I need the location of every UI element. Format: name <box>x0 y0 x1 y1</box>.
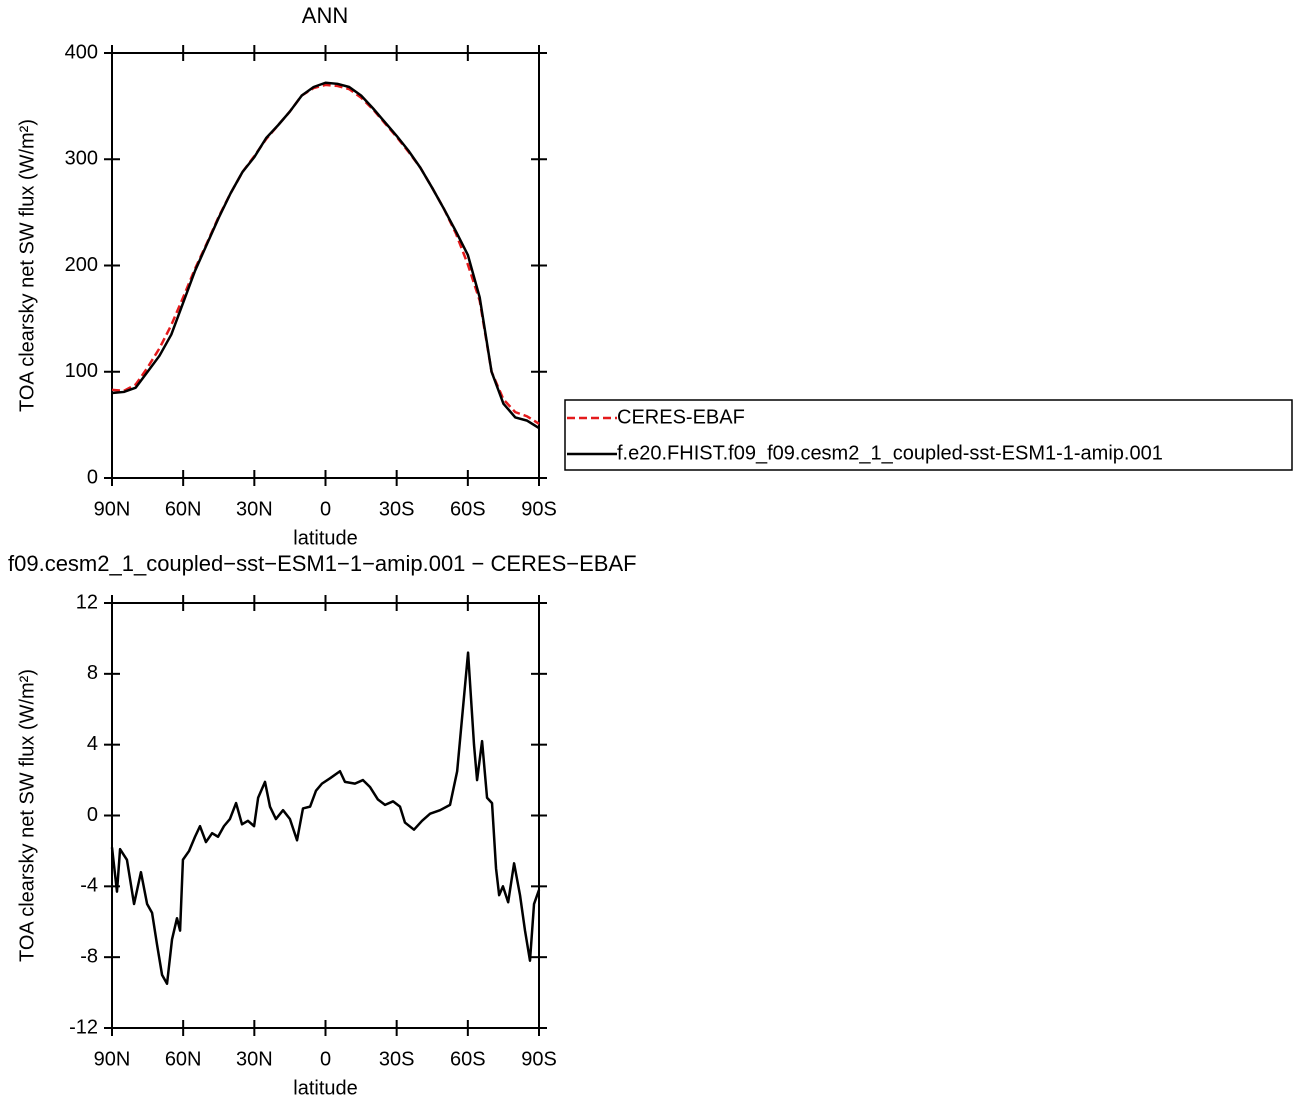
x-tick-label: 60S <box>450 498 486 520</box>
y-tick-label: -12 <box>69 1016 98 1038</box>
x-tick-label: 90S <box>521 1048 557 1070</box>
x-tick-label: 60S <box>450 1048 486 1070</box>
y-tick-label: 4 <box>87 733 98 755</box>
x-tick-label: 0 <box>320 498 331 520</box>
x-tick-label: 30N <box>236 1048 273 1070</box>
axes <box>104 595 547 1036</box>
y-tick-label: 400 <box>65 41 98 63</box>
x-tick-label: 30S <box>379 498 415 520</box>
legend-label: CERES-EBAF <box>617 406 745 428</box>
x-axis-label: latitude <box>293 1077 358 1099</box>
chart-title: ANN <box>302 3 348 28</box>
x-tick-label: 30N <box>236 498 273 520</box>
y-tick-label: 100 <box>65 360 98 382</box>
axes <box>104 45 547 486</box>
y-tick-label: -4 <box>80 875 98 897</box>
y-tick-label: -8 <box>80 945 98 967</box>
y-tick-label: 8 <box>87 662 98 684</box>
x-tick-label: 60N <box>165 1048 202 1070</box>
legend-box <box>564 399 1293 471</box>
y-tick-label: 300 <box>65 148 98 170</box>
series-line <box>110 651 541 985</box>
y-tick-label: 0 <box>87 466 98 488</box>
x-tick-label: 60N <box>165 498 202 520</box>
y-tick-label: 12 <box>76 591 98 613</box>
x-tick-label: 30S <box>379 1048 415 1070</box>
x-tick-label: 90N <box>94 1048 131 1070</box>
plot-frame <box>111 52 540 479</box>
y-tick-label: 200 <box>65 254 98 276</box>
series-line <box>111 81 540 430</box>
x-tick-label: 90N <box>94 498 131 520</box>
series-line <box>111 83 540 425</box>
x-tick-label: 0 <box>320 1048 331 1070</box>
y-axis-label: TOA clearsky net SW flux (W/m²) <box>16 119 38 412</box>
x-tick-label: 90S <box>521 498 557 520</box>
plot-frame <box>111 602 540 1029</box>
chart-title: f09.cesm2_1_coupled−sst−ESM1−1−amip.001 … <box>8 551 637 576</box>
x-axis-label: latitude <box>293 527 358 549</box>
y-axis-label: TOA clearsky net SW flux (W/m²) <box>16 669 38 962</box>
legend-label: f.e20.FHIST.f09_f09.cesm2_1_coupled-sst-… <box>617 442 1163 464</box>
y-tick-label: 0 <box>87 804 98 826</box>
